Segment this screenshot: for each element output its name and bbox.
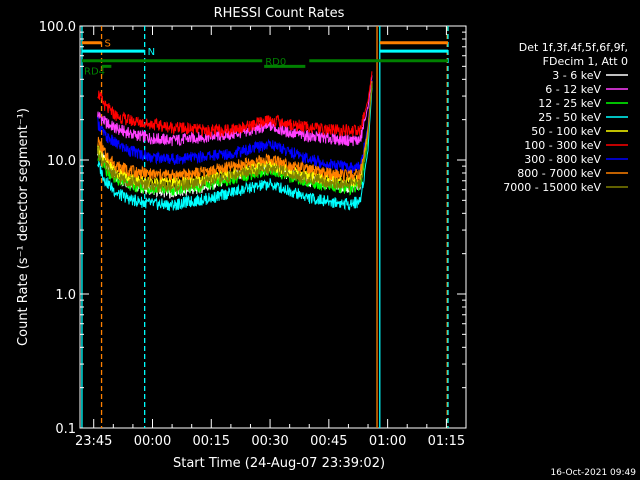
legend-entry-label: 3 - 6 keV: [552, 69, 601, 82]
x-tick-label: 00:00: [134, 434, 171, 449]
x-tick-label: 23:45: [75, 434, 112, 449]
flag-label: N: [148, 47, 155, 58]
x-tick-label: 00:30: [251, 434, 288, 449]
legend-entry-label: 800 - 7000 keV: [517, 167, 601, 180]
series-line: [97, 80, 373, 182]
y-tick-label: 100.0: [39, 20, 76, 35]
x-tick-label: 00:45: [310, 434, 347, 449]
x-axis-ticks: 23:45 00:00 00:15 00:30 00:45 01:00 01:15: [75, 26, 465, 449]
y-axis-ticks: 0.1 1.0 10.0 100.0: [39, 20, 466, 437]
series-layer: [97, 71, 373, 211]
series-line: [97, 75, 373, 147]
legend-entry-label: 300 - 800 keV: [524, 153, 601, 166]
legend: Det 1f,3f,4f,5f,6f,9f, FDecim 1, Att 0 3…: [503, 41, 628, 194]
legend-entry-label: 50 - 100 keV: [531, 125, 601, 138]
y-tick-label: 1.0: [55, 288, 76, 303]
plot-frame: [79, 25, 467, 429]
legend-entry-label: 100 - 300 keV: [524, 139, 601, 152]
series-line: [97, 79, 373, 174]
legend-entry-label: 12 - 25 keV: [538, 97, 601, 110]
series-line: [97, 88, 373, 211]
y-tick-label: 10.0: [47, 154, 76, 169]
legend-entry-label: 25 - 50 keV: [538, 111, 601, 124]
series-line: [97, 83, 373, 193]
y-tick-label: 0.1: [55, 422, 76, 437]
flag-label: RD4: [84, 66, 105, 77]
footer-timestamp: 16-Oct-2021 09:49: [551, 468, 637, 478]
y-axis-label: Count Rate (s⁻¹ detector segment⁻¹): [16, 108, 31, 346]
legend-entry-label: 6 - 12 keV: [545, 83, 601, 96]
legend-entry-label: 7000 - 15000 keV: [503, 181, 601, 194]
x-tick-label: 01:15: [428, 434, 465, 449]
state-flags: S N RD0 RD4: [81, 39, 448, 77]
x-tick-label: 01:00: [369, 434, 406, 449]
legend-header-line-1: Det 1f,3f,4f,5f,6f,9f,: [519, 41, 628, 54]
flag-label: RD0: [265, 57, 286, 68]
plot-border: [79, 25, 467, 429]
flag-label: S: [105, 39, 111, 50]
x-tick-label: 00:15: [193, 434, 230, 449]
time-marker-lines: [81, 26, 449, 428]
x-axis-label: Start Time (24-Aug-07 23:39:02): [173, 456, 385, 471]
legend-header-line-2: FDecim 1, Att 0: [543, 55, 628, 68]
chart-title: RHESSI Count Rates: [214, 6, 345, 21]
series-line: [97, 71, 373, 139]
